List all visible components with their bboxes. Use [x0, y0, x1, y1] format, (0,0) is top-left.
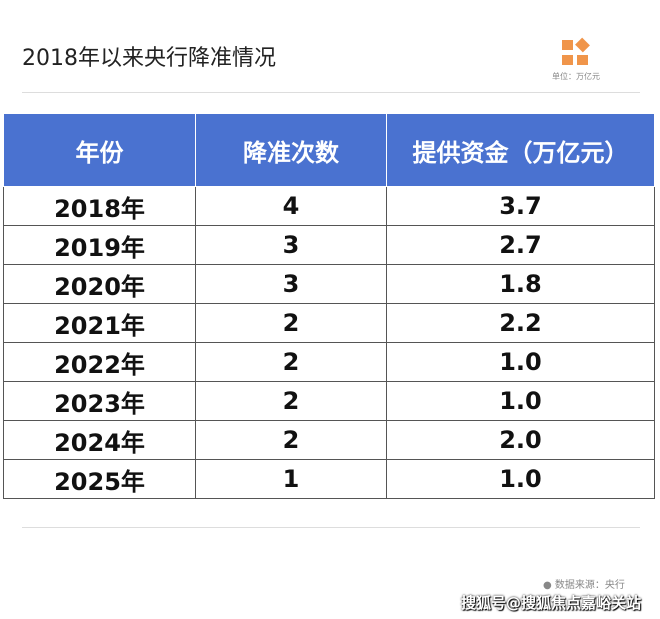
watermark: 搜狐号@搜狐焦点嘉峪关站: [461, 594, 642, 612]
table-row: 2020年 3 1.8: [3, 264, 655, 304]
cell-year: 2022年: [3, 342, 196, 382]
cell-funds: 2.2: [386, 303, 655, 343]
table-row: 2024年 2 2.0: [3, 420, 655, 460]
cell-count: 2: [195, 420, 387, 460]
cell-year: 2019年: [3, 225, 196, 265]
table-row: 2018年 4 3.7: [3, 186, 655, 226]
header-funds: 提供资金（万亿元）: [386, 113, 655, 187]
table-row: 2023年 2 1.0: [3, 381, 655, 421]
cell-funds: 3.7: [386, 186, 655, 226]
table-row: 2019年 3 2.7: [3, 225, 655, 265]
cell-count: 3: [195, 225, 387, 265]
cell-year: 2021年: [3, 303, 196, 343]
reserve-ratio-table: 年份 降准次数 提供资金（万亿元） 2018年 4 3.7 2019年 3 2.7 2020…: [3, 113, 655, 499]
divider: [22, 92, 640, 93]
table-row: 2025年 1 1.0: [3, 459, 655, 499]
cell-funds: 2.0: [386, 420, 655, 460]
header-year: 年份: [3, 113, 196, 187]
table-row: 2021年 2 2.2: [3, 303, 655, 343]
cell-count: 2: [195, 342, 387, 382]
divider: [22, 527, 640, 528]
cell-count: 3: [195, 264, 387, 304]
cell-year: 2025年: [3, 459, 196, 499]
source-note: ● 数据来源：央行: [543, 580, 625, 591]
cell-year: 2024年: [3, 420, 196, 460]
cell-year: 2018年: [3, 186, 196, 226]
cell-funds: 1.8: [386, 264, 655, 304]
cell-year: 2023年: [3, 381, 196, 421]
cell-funds: 1.0: [386, 381, 655, 421]
logo-icon: [562, 37, 592, 68]
page-title: 2018年以来央行降准情况: [22, 46, 276, 71]
table-row: 2022年 2 1.0: [3, 342, 655, 382]
cell-funds: 1.0: [386, 342, 655, 382]
cell-funds: 1.0: [386, 459, 655, 499]
unit-label: 单位：万亿元: [552, 72, 600, 81]
header-count: 降准次数: [195, 113, 387, 187]
cell-count: 4: [195, 186, 387, 226]
cell-count: 2: [195, 303, 387, 343]
cell-count: 2: [195, 381, 387, 421]
cell-count: 1: [195, 459, 387, 499]
cell-year: 2020年: [3, 264, 196, 304]
cell-funds: 2.7: [386, 225, 655, 265]
